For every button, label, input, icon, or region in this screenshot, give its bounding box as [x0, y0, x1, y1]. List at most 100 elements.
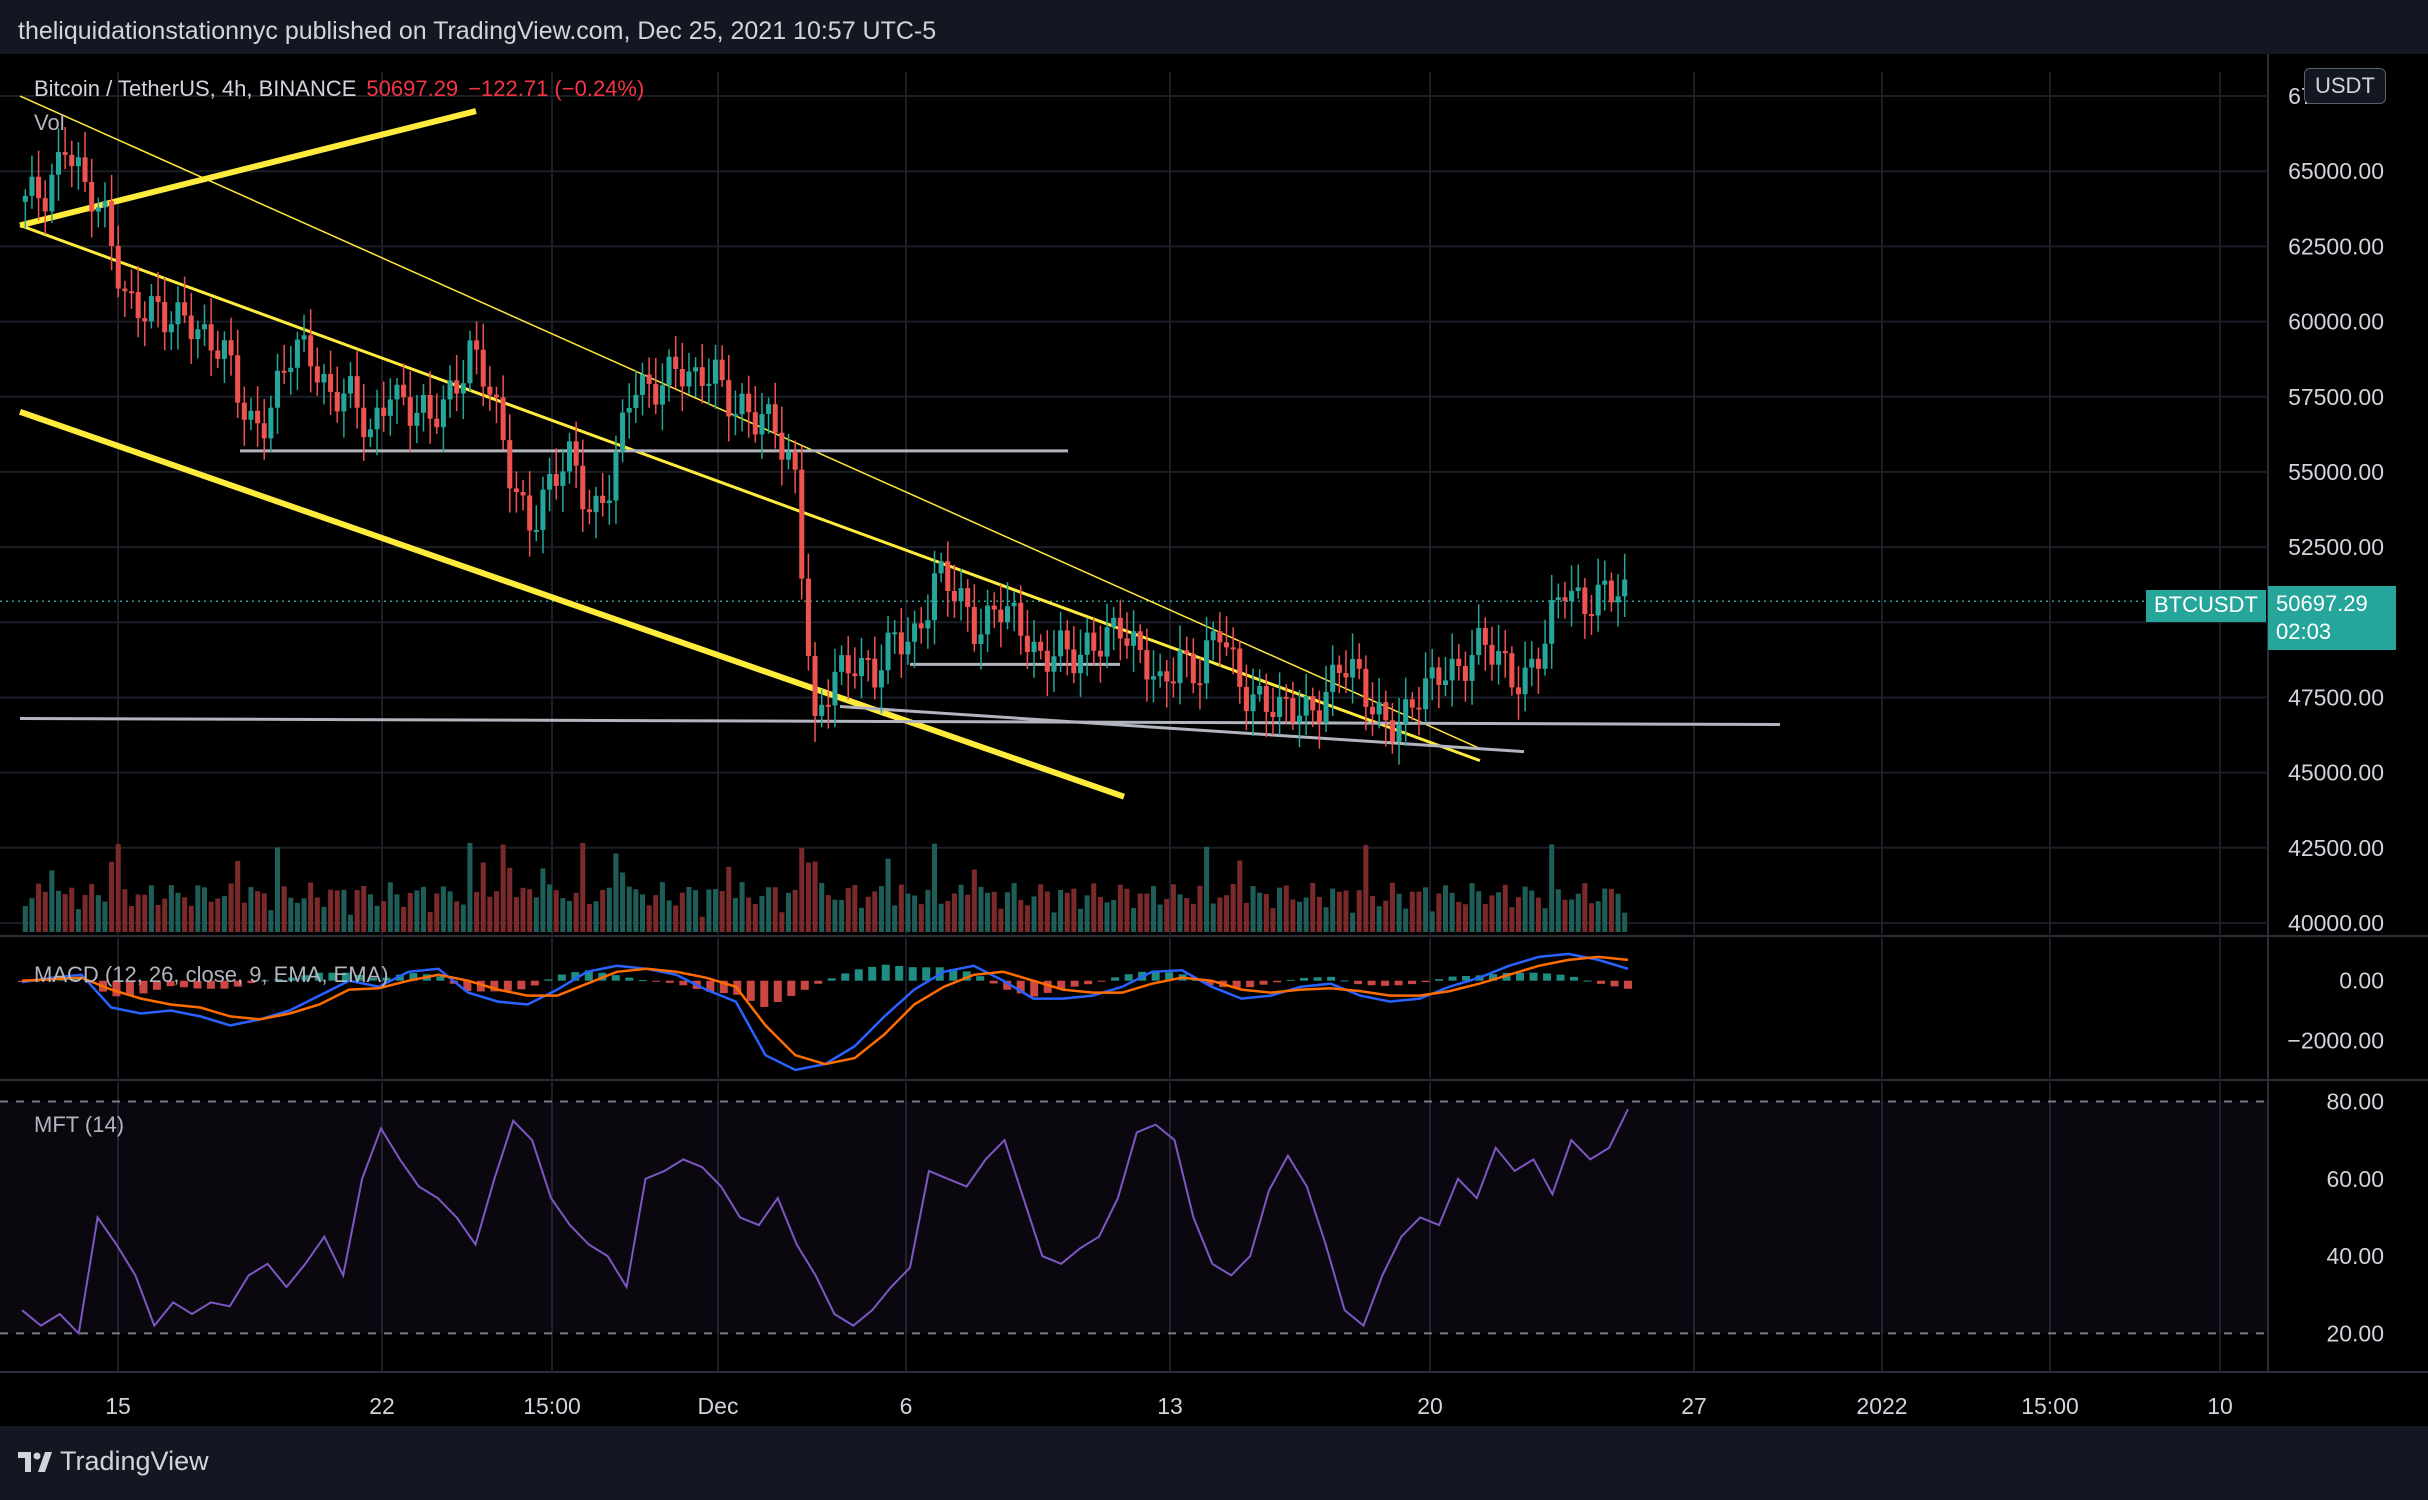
candle-body: [440, 399, 446, 428]
candle-body: [985, 605, 991, 635]
macd-histogram-bar: [1462, 975, 1471, 981]
volume-bar: [1250, 886, 1256, 932]
mft-legend[interactable]: MFT (14): [34, 1112, 125, 1137]
macd-histogram-bar: [962, 971, 971, 981]
candle-body: [1190, 653, 1196, 684]
candle-body: [1296, 715, 1303, 723]
chart-canvas[interactable]: 15 22 15:00 Dec 6 13 20 27 2022 15:00 10 40000.00 42…: [0, 54, 2428, 1426]
volume-bar: [1602, 888, 1608, 932]
candle-body: [1111, 617, 1117, 628]
macd-histogram-bar: [1016, 980, 1025, 994]
candle-body: [447, 380, 453, 400]
volume-bar: [1575, 893, 1581, 932]
candle-body: [971, 606, 977, 645]
macd-histogram-bar: [1313, 977, 1322, 981]
volume-bar: [334, 890, 340, 932]
volume-bar: [82, 894, 88, 932]
macd-histogram-bar: [247, 980, 256, 984]
candle-body: [527, 495, 533, 531]
candle-body: [566, 441, 573, 472]
volume-bar: [1223, 895, 1230, 932]
macd-histogram-bar: [1570, 976, 1579, 981]
volume-bar: [772, 887, 778, 932]
candle-body: [255, 410, 261, 424]
candle-body: [1522, 667, 1528, 695]
candle-body: [188, 315, 194, 340]
time-tick-label: 10: [2207, 1393, 2233, 1419]
volume-bar: [347, 914, 354, 932]
candle-body: [1555, 597, 1561, 600]
candle-body: [852, 673, 858, 677]
volume-bar: [1157, 904, 1163, 932]
macd-histogram-bar: [841, 973, 850, 981]
volume-bar: [925, 889, 931, 932]
candle-body: [401, 384, 407, 398]
volume-bar: [819, 883, 825, 932]
candle-body: [1369, 706, 1376, 715]
volume-bar: [626, 886, 632, 932]
channel-thin-line: [19, 95, 1481, 750]
candle-body: [507, 440, 513, 489]
volume-bar: [1084, 895, 1090, 932]
volume-legend[interactable]: Vol: [34, 110, 65, 135]
volume-bar: [951, 893, 957, 932]
volume-bar: [387, 882, 393, 932]
macd-histogram-bar: [773, 980, 782, 1002]
candle-body: [553, 474, 559, 486]
macd-legend[interactable]: MACD (12, 26, close, 9, EMA, EMA): [34, 962, 389, 987]
volume-bar: [693, 890, 699, 932]
volume-bar: [726, 866, 732, 932]
candle-body: [135, 291, 141, 319]
volume-bar: [799, 848, 805, 932]
volume-bar: [500, 844, 506, 932]
volume-bar: [1522, 886, 1528, 932]
volume-bar: [878, 886, 884, 932]
volume-bar: [653, 895, 659, 932]
candle-body: [533, 529, 539, 532]
volume-bar: [420, 886, 427, 932]
volume-bar: [958, 884, 964, 932]
volume-bar: [1529, 890, 1535, 932]
volume-bar: [1469, 883, 1475, 932]
volume-bar: [566, 900, 573, 932]
volume-bar: [301, 898, 307, 932]
volume-bar: [666, 900, 672, 932]
signal-line: [21, 955, 1629, 1066]
volume-bar: [95, 895, 101, 932]
candle-body: [1336, 664, 1342, 673]
volume-bar: [1582, 883, 1588, 932]
macd-histogram-bar: [368, 978, 377, 981]
macd-histogram-bar: [476, 980, 485, 992]
volume-bar: [1091, 883, 1097, 932]
volume-bar: [1303, 897, 1309, 932]
candle-body: [142, 318, 148, 322]
candle-body: [467, 340, 473, 384]
macd-histogram-bar: [1259, 980, 1268, 985]
macd-histogram-bar: [341, 972, 350, 981]
volume-bar: [1137, 893, 1143, 932]
volume-bar: [991, 891, 997, 932]
channel-mid-line: [19, 223, 1481, 763]
volume-bar: [401, 906, 407, 932]
candle-body: [593, 495, 599, 513]
candle-body: [1277, 696, 1283, 718]
candle-body: [1350, 658, 1356, 678]
volume-bar: [493, 891, 500, 932]
macd-histogram-bar: [1597, 980, 1606, 984]
volume-bar: [195, 885, 201, 932]
currency-badge[interactable]: USDT: [2304, 68, 2386, 104]
candle-body: [49, 174, 55, 212]
tradingview-logo[interactable]: TradingView: [18, 1446, 209, 1477]
candle-body: [1602, 580, 1608, 585]
macd-histogram-bar: [1300, 977, 1309, 981]
macd-histogram-bar: [625, 977, 634, 981]
volume-bar: [1416, 891, 1422, 932]
volume-bar: [547, 884, 553, 932]
candle-body: [1456, 658, 1462, 666]
volume-bar: [1270, 908, 1276, 932]
volume-bar: [573, 892, 579, 932]
candle-body: [168, 324, 174, 333]
volume-bar: [434, 893, 440, 932]
candle-body: [1436, 667, 1442, 686]
candle-body: [394, 384, 400, 400]
